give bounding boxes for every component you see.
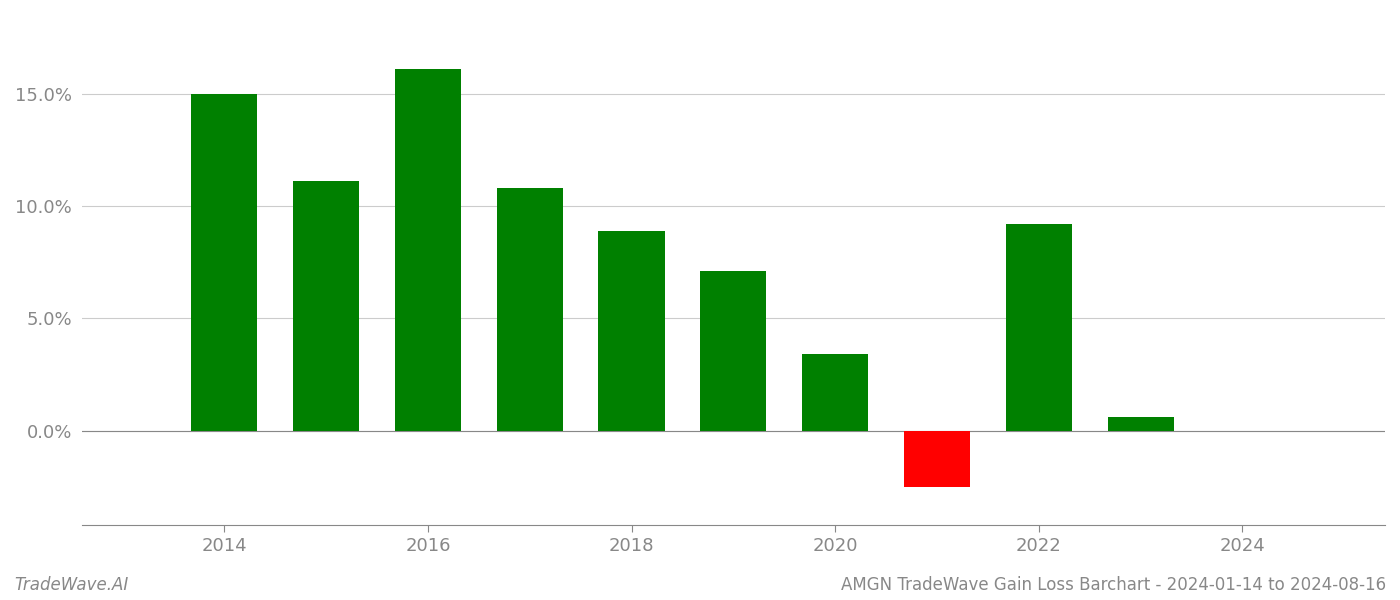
Bar — [904, 431, 970, 487]
Text: AMGN TradeWave Gain Loss Barchart - 2024-01-14 to 2024-08-16: AMGN TradeWave Gain Loss Barchart - 2024… — [841, 576, 1386, 594]
Bar — [497, 188, 563, 431]
Bar — [1005, 224, 1072, 431]
Bar — [1107, 418, 1173, 431]
Bar — [802, 355, 868, 431]
Bar — [192, 94, 258, 431]
Bar — [395, 69, 461, 431]
Bar — [700, 271, 766, 431]
Bar — [293, 181, 360, 431]
Bar — [598, 231, 665, 431]
Text: TradeWave.AI: TradeWave.AI — [14, 576, 129, 594]
